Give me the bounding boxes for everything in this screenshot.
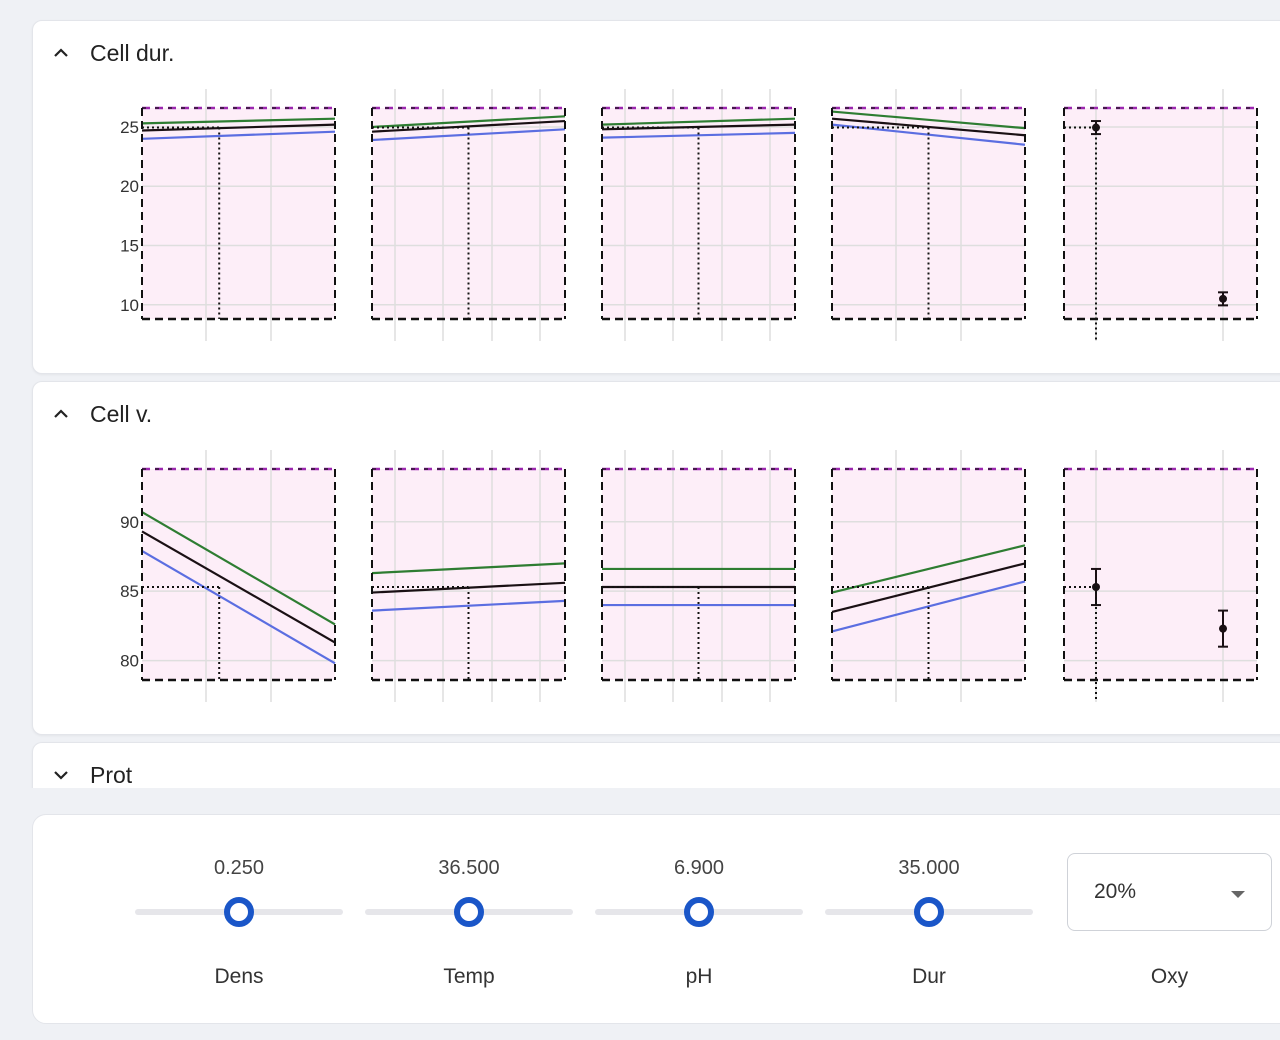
oxy-select[interactable]: 20%	[1067, 853, 1272, 931]
slider-value: 0.250	[213, 857, 265, 879]
y-tick-label: 15	[120, 237, 139, 256]
oxy-label: Oxy	[1150, 965, 1189, 988]
slider-thumb[interactable]	[454, 897, 484, 927]
y-tick-label: 25	[120, 118, 139, 137]
data-point	[1219, 294, 1227, 303]
slider-value: 6.900	[673, 857, 725, 879]
panel-prot-header[interactable]: Prot	[33, 743, 433, 807]
series-line-green	[371, 115, 566, 129]
series-line-blue	[831, 580, 1026, 633]
series-line-green	[371, 562, 566, 575]
plot-area	[142, 469, 335, 680]
slider-label: Dur	[912, 965, 946, 988]
slider-label: Dens	[214, 965, 264, 988]
series-line-green	[831, 110, 1026, 130]
slider-thumb[interactable]	[684, 897, 714, 927]
series-line-blue	[141, 549, 336, 665]
cell-v-plots: 90 85 80	[120, 450, 1258, 702]
panel-title: Cell v.	[90, 400, 153, 427]
y-tick-label: 80	[120, 652, 139, 671]
series-line-blue	[141, 130, 336, 140]
y-tick-label: 85	[120, 582, 139, 601]
plot-area	[1064, 108, 1257, 319]
panel-title: Cell dur.	[90, 39, 175, 66]
slider-value: 36.500	[438, 857, 500, 879]
plot-area	[1064, 469, 1257, 680]
panel-clip	[0, 788, 1280, 814]
caret-down-icon[interactable]	[1231, 891, 1245, 898]
controls-card: 0.250 Dens 36.500 Temp 6.900 pH 35.000 D…	[32, 814, 1280, 1024]
plot-area	[142, 108, 335, 319]
panel-cell-v-header[interactable]: Cell v.	[33, 382, 433, 446]
y-tick-label: 10	[120, 296, 139, 315]
panel-title: Prot	[90, 761, 133, 788]
series-line-black	[371, 119, 566, 133]
data-point	[1219, 624, 1227, 633]
series-line-blue	[601, 131, 796, 139]
chevron-up-icon[interactable]	[51, 43, 71, 63]
plot-area	[832, 469, 1025, 680]
panel-cell-v: Cell v. 90 85 80	[32, 381, 1280, 735]
series-line-black	[141, 530, 336, 644]
oxy-select-value: 20%	[1094, 880, 1137, 903]
slider-label: pH	[685, 965, 713, 988]
chevron-up-icon[interactable]	[51, 404, 71, 424]
slider-label: Temp	[443, 965, 495, 988]
series-line-blue	[371, 128, 566, 142]
series-line-green	[141, 117, 336, 125]
chevron-down-icon[interactable]	[51, 765, 71, 785]
y-tick-label: 90	[120, 513, 139, 532]
panel-cell-dur-header[interactable]: Cell dur.	[33, 21, 433, 85]
cell-dur-plots: 25 20 15 10	[120, 89, 1258, 341]
series-line-blue	[831, 123, 1026, 146]
slider-thumb[interactable]	[914, 897, 944, 927]
slider-thumb[interactable]	[224, 897, 254, 927]
plot-area	[372, 469, 565, 680]
series-line-green	[141, 511, 336, 626]
series-line-green	[831, 544, 1026, 594]
series-line-black	[141, 123, 336, 132]
series-line-blue	[371, 599, 566, 612]
plot-area	[602, 469, 795, 680]
y-tick-label: 20	[120, 177, 139, 196]
panel-cell-dur: Cell dur. 25 20 15 10	[32, 20, 1280, 374]
series-line-green	[601, 117, 796, 126]
slider-value: 35.000	[898, 857, 960, 879]
